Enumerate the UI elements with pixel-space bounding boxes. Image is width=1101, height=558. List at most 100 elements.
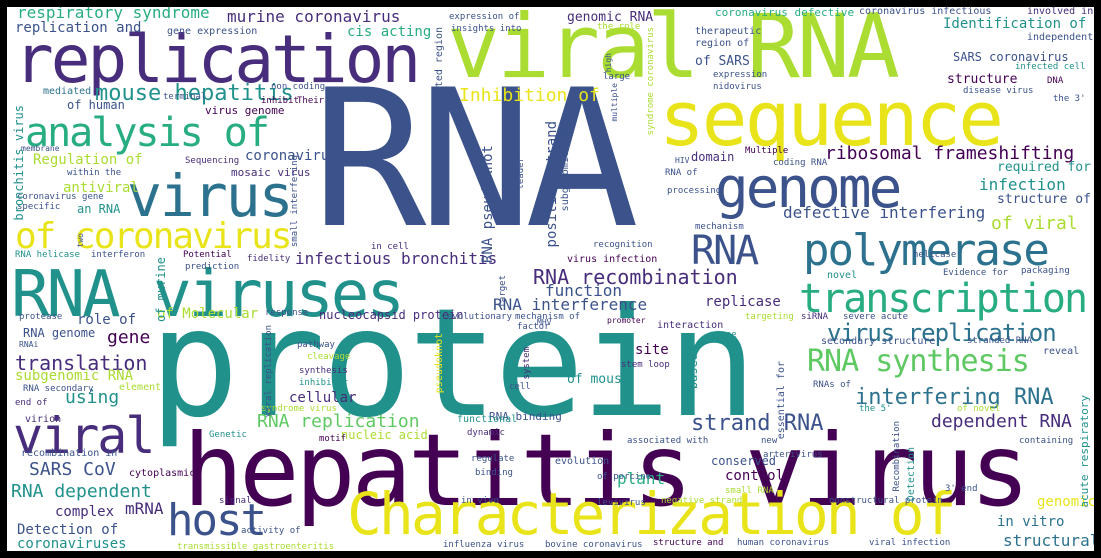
word-role-of: role of xyxy=(77,312,137,328)
word-helicase: helicase xyxy=(913,250,957,260)
word-in-cell: in cell xyxy=(371,242,409,252)
word-functional: functional xyxy=(457,414,518,425)
word-potential: Potential xyxy=(183,250,232,260)
word-subgenomic-rna: subgenomic RNA xyxy=(15,368,134,384)
word-complex: complex xyxy=(55,504,115,520)
word-protein: protein xyxy=(149,277,757,451)
word-virus-genome: virus genome xyxy=(205,104,285,117)
word-in-vivo: in vivo xyxy=(461,496,499,506)
word-involved-in: involved in xyxy=(1027,7,1094,17)
word-of-viral: of viral xyxy=(991,213,1078,234)
word-regulation-of: Regulation of xyxy=(33,152,143,168)
word-infected-cell: infected cell xyxy=(1015,62,1086,72)
word-high: high xyxy=(604,53,613,73)
word-conserved: conserved xyxy=(711,454,777,468)
word-of-porcine: of porcine xyxy=(597,472,652,482)
word-of-molecular: of Molecular xyxy=(157,306,259,322)
word-strand-rna: strand RNA xyxy=(691,411,824,436)
word-infectious-bronchitis: infectious bronchitis xyxy=(295,249,498,268)
word-gene: gene xyxy=(107,327,151,348)
word-rna-secondary: RNA secondary xyxy=(23,384,94,394)
word-membrane: membrane xyxy=(21,144,60,153)
word-viral: viral xyxy=(13,407,156,465)
word-rnai: RNAi xyxy=(19,340,39,349)
word-the-3: the 3' xyxy=(1053,94,1086,104)
word-mhv: MHV xyxy=(537,318,552,327)
word-specific: specific xyxy=(17,202,61,212)
word-based: based xyxy=(686,353,700,390)
word-mechanism-of: mechanism of xyxy=(515,312,581,322)
word-multiple-vertical: multiple xyxy=(610,83,619,122)
word-dna: DNA xyxy=(1047,76,1064,86)
word-of-coronavirus: of coronavirus xyxy=(15,216,292,257)
word-structural: structural xyxy=(1003,531,1094,550)
word-influenza-virus: influenza virus xyxy=(443,540,525,550)
word-sars-coronavirus: SARS coronavirus xyxy=(953,50,1069,64)
word-associated-with: associated with xyxy=(627,436,709,446)
word-large: large xyxy=(603,72,631,82)
word-virus-replication: virus replication xyxy=(827,319,1057,347)
word-antiviral: antiviral xyxy=(63,180,139,196)
word-3-end: 3' end xyxy=(945,484,978,494)
word-nidovirus: nidovirus xyxy=(713,82,762,92)
word-dynamic: dynamic xyxy=(467,428,505,438)
word-rna-of: RNA of xyxy=(665,168,698,178)
word-genomic: genomic xyxy=(1037,494,1094,510)
word-therapeutic: therapeutic xyxy=(695,26,762,37)
word-mechanism: mechanism xyxy=(695,222,744,232)
word-novel: novel xyxy=(827,270,858,281)
word-rna-recombination: RNA recombination xyxy=(533,265,738,289)
word-infection: infection xyxy=(979,175,1066,194)
word-mouse-hepatitis: mouse hepatitis xyxy=(95,81,294,106)
word-bronchitis-virus: bronchitis virus xyxy=(12,105,26,221)
word-coronavirus-defective: coronavirus defective xyxy=(715,7,855,19)
word-site: site xyxy=(635,342,669,358)
word-polymerase: polymerase xyxy=(803,225,1050,276)
word-virus: virus xyxy=(127,162,294,230)
word-regulate: regulate xyxy=(471,454,515,464)
word-transmissible-gastroenteritis: transmissible gastroenteritis xyxy=(177,542,335,552)
word-nucleic-acid: nucleic acid xyxy=(341,428,428,442)
word-structure: structure xyxy=(947,72,1018,87)
word-viral-rna: viral RNA xyxy=(447,7,900,98)
word-acute-respiratory: acute respiratory xyxy=(1078,395,1091,508)
word-rna-helicase: RNA helicase xyxy=(15,250,81,260)
word-positive-strand: positive strand xyxy=(544,121,560,248)
word-of-sars: of SARS xyxy=(695,54,750,69)
word-recombination-in: recombination in xyxy=(21,448,118,459)
word-structure-and: structure and xyxy=(653,538,724,548)
word-activity-of: activity of xyxy=(241,526,301,536)
word-mosaic-virus: mosaic virus xyxy=(231,166,311,179)
word-insights-into: insights into xyxy=(451,24,522,34)
word-control: control xyxy=(725,468,785,484)
word-fidelity: fidelity xyxy=(247,254,291,264)
word-the-5: the 5' xyxy=(859,404,892,414)
word-of-human: of human xyxy=(67,98,125,112)
word-sirna: siRNA xyxy=(801,312,829,322)
word-syndrome-coronavirus: syndrome coronavirus xyxy=(646,27,656,136)
word-cellular: cellular xyxy=(289,390,357,406)
word-disease-virus: disease virus xyxy=(963,86,1034,96)
word-ribosomal-frameshifting: ribosomal frameshifting xyxy=(825,143,1075,164)
word-virus-infection: virus infection xyxy=(567,254,658,265)
word-evidence-for: Evidence for xyxy=(943,268,1009,278)
word-human-coronavirus: human coronavirus xyxy=(737,538,830,548)
word-nonstructural-protein: nonstructural protein xyxy=(829,496,943,506)
word-hiv: HIV xyxy=(675,156,690,165)
word-recombination: Recombination xyxy=(892,421,902,492)
word-cytoplasmic: cytoplasmic xyxy=(129,468,196,479)
word-packaging: packaging xyxy=(1021,266,1070,276)
word-negative-strand: negative strand xyxy=(661,496,743,506)
word-nucleocapsid-protein: nucleocapsid protein xyxy=(319,308,464,322)
word-transcription: transcription xyxy=(799,276,1088,322)
word-defective-interfering: defective interfering xyxy=(783,203,986,222)
word-system: system xyxy=(522,347,532,380)
word-rna-interference: RNA interference xyxy=(493,295,648,314)
word-cell: cell xyxy=(509,382,531,392)
word-recognition: recognition xyxy=(593,240,653,250)
word-cleavage: cleavage xyxy=(307,352,351,362)
word-inhibit: inhibit xyxy=(261,96,299,106)
word-severe-acute: severe acute xyxy=(843,312,909,322)
word-sars-cov: SARS CoV xyxy=(29,459,116,480)
word-response: response xyxy=(265,308,309,318)
